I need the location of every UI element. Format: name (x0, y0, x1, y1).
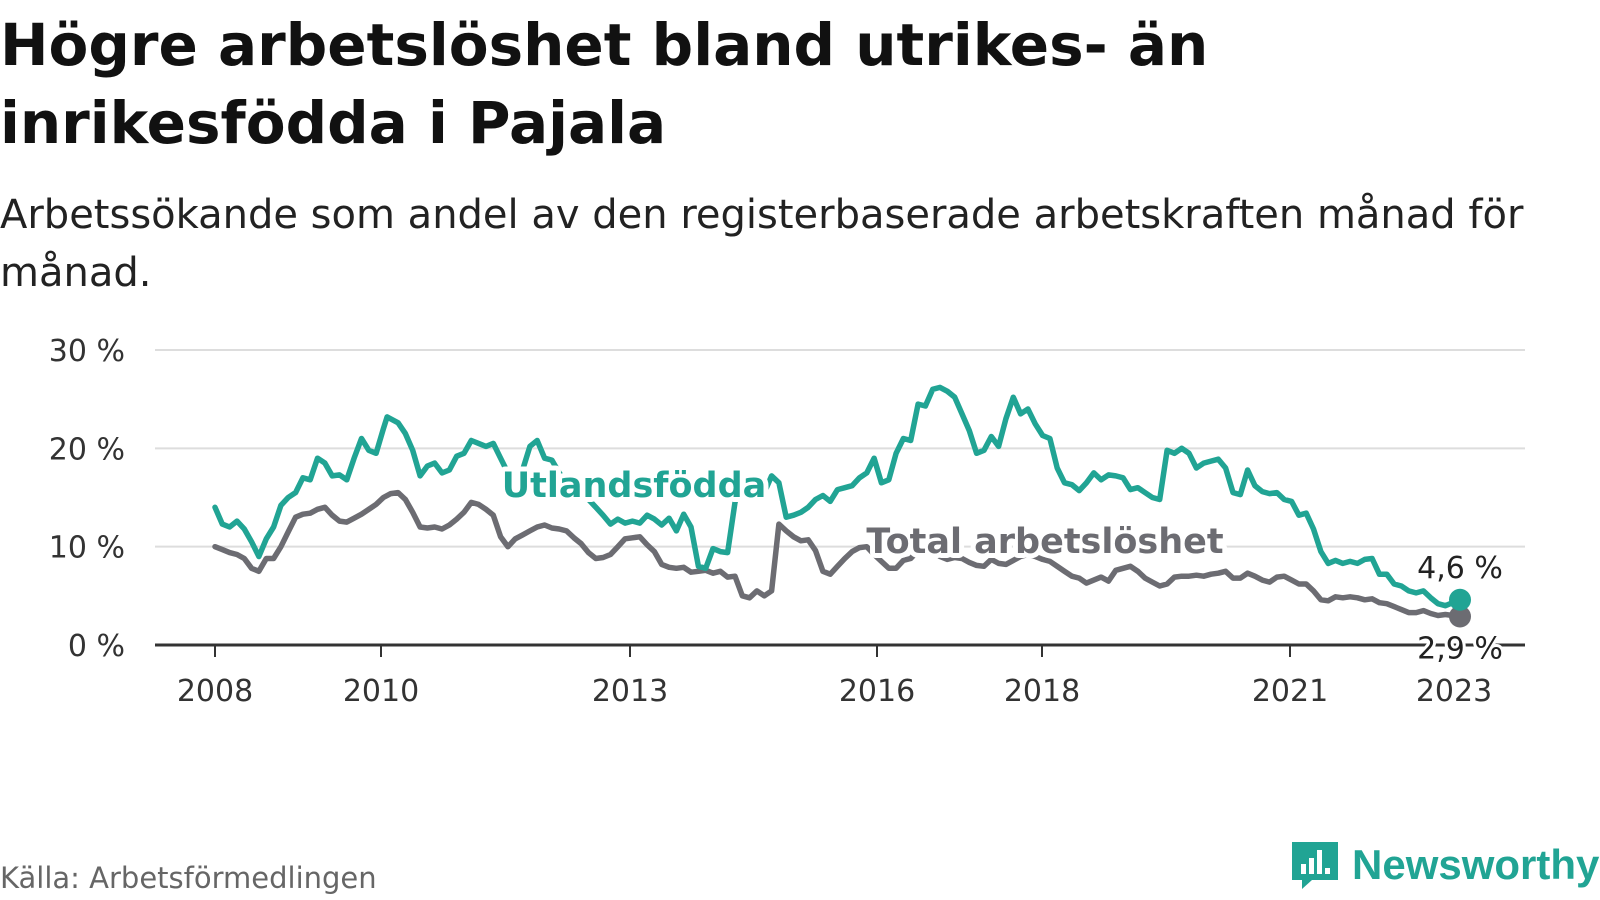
x-tick-label: 2016 (839, 674, 915, 709)
brand-logo[interactable]: Newsworthy (1290, 840, 1599, 890)
x-axis: 2008 2010 2013 2016 2018 2021 2023 (155, 643, 1525, 709)
series-label-total: Total arbetslöshet (866, 522, 1223, 562)
series-label-utlandsfodda: Utlandsfödda (502, 466, 767, 506)
chart-title: Högre arbetslöshet bland utrikes- än inr… (0, 11, 1209, 157)
end-label-total: 2,9 % (1417, 631, 1503, 666)
x-tick-label: 2008 (177, 674, 253, 709)
x-tick-label: 2010 (343, 674, 419, 709)
grid-lines (155, 349, 1525, 548)
series-labels: Utlandsfödda Total arbetslöshet 4,6 % 2,9 % (497, 461, 1506, 669)
x-tick-label: 2023 (1416, 674, 1492, 709)
series-lines (212, 384, 1471, 628)
y-tick-label: 0 % (68, 629, 125, 664)
series-line-utlandsfodda (212, 384, 1463, 609)
end-point-total (1449, 605, 1471, 628)
end-point-utlandsfodda (1449, 588, 1471, 611)
source-note: Källa: Arbetsförmedlingen (0, 861, 377, 895)
y-tick-label: 20 % (49, 432, 125, 467)
brand-name: Newsworthy (1352, 841, 1600, 888)
y-tick-label: 10 % (49, 531, 125, 566)
newsworthy-icon (1292, 842, 1338, 889)
y-tick-label: 30 % (49, 334, 125, 369)
x-tick-label: 2018 (1004, 674, 1080, 709)
end-label-utlandsfodda: 4,6 % (1417, 551, 1503, 586)
line-chart: 0 % 10 % 20 % 30 % 2008 2010 2013 2016 2018 2021… (49, 334, 1525, 709)
x-tick-label: 2013 (592, 674, 668, 709)
y-axis: 0 % 10 % 20 % 30 % (49, 334, 125, 664)
x-tick-label: 2021 (1252, 674, 1328, 709)
chart-subtitle: Arbetssökande som andel av den registerb… (0, 192, 1524, 296)
series-line-total (212, 489, 1463, 620)
